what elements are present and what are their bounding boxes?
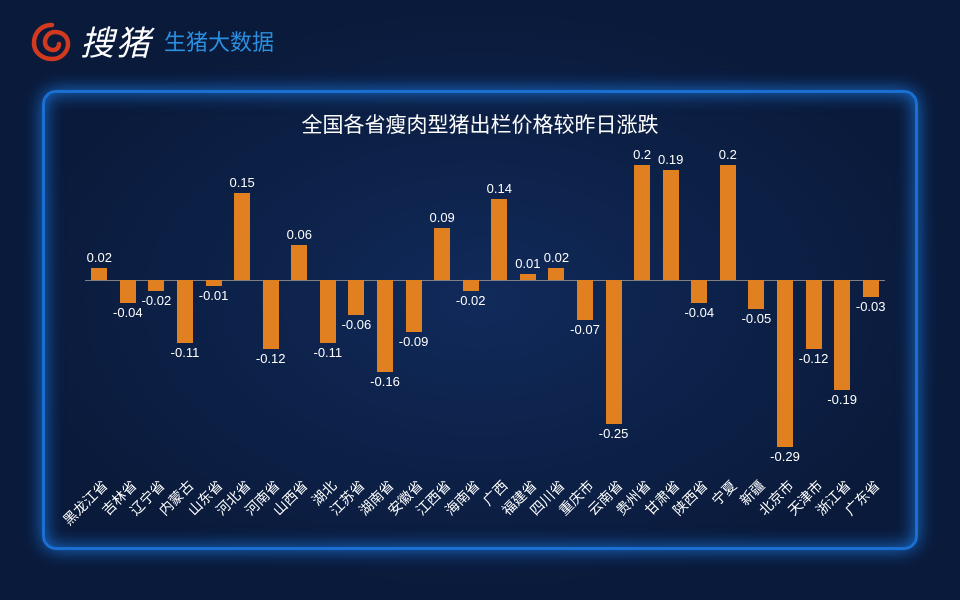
bar [348,280,364,315]
bar-value-label: -0.02 [446,293,496,308]
bar-value-label: 0.14 [474,181,524,196]
bar [663,170,679,280]
bar-value-label: -0.29 [760,449,810,464]
bar-value-label: -0.04 [674,305,724,320]
bar-value-label: 0.09 [417,210,467,225]
bar [206,280,222,286]
bar [148,280,164,292]
bar-value-label: 0.02 [74,250,124,265]
bar-value-label: -0.19 [817,392,867,407]
bar-value-label: -0.12 [246,351,296,366]
brand-main-text: 搜猪 [80,16,152,65]
bar-value-label: 0.02 [531,250,581,265]
bar-value-label: 0.06 [274,227,324,242]
bar-value-label: -0.11 [160,345,210,360]
bar [91,268,107,280]
bar [691,280,707,303]
bar-value-label: -0.03 [846,299,896,314]
bar [720,165,736,280]
bar-value-label: -0.09 [389,334,439,349]
bar-value-label: -0.12 [789,351,839,366]
bar-value-label: -0.01 [189,288,239,303]
chart-frame: 全国各省瘦肉型猪出栏价格较昨日涨跌 0.02黑龙江省-0.04吉林省-0.02辽… [42,90,918,550]
bar [806,280,822,349]
bar-value-label: -0.07 [560,322,610,337]
bar-value-label: -0.02 [131,293,181,308]
bar [748,280,764,309]
bar [634,165,650,280]
bar [320,280,336,343]
bar-value-label: -0.11 [303,345,353,360]
chart-title: 全国各省瘦肉型猪出栏价格较昨日涨跌 [45,109,915,139]
bar [834,280,850,390]
bar [606,280,622,424]
bar [377,280,393,372]
bar-value-label: -0.25 [589,426,639,441]
bar [263,280,279,349]
bar-value-label: 0.19 [646,152,696,167]
bar [434,228,450,280]
plot-area: 0.02黑龙江省-0.04吉林省-0.02辽宁省-0.11内蒙古-0.01山东省… [85,153,885,453]
logo-swirl-path [34,25,68,59]
bar [863,280,879,297]
bar [463,280,479,292]
bar [548,268,564,280]
bar-value-label: -0.06 [331,317,381,332]
logo-swirl-icon [30,19,74,63]
page-root: 搜猪 生猪大数据 全国各省瘦肉型猪出栏价格较昨日涨跌 0.02黑龙江省-0.04… [0,0,960,600]
bar [406,280,422,332]
bar-value-label: 0.2 [703,147,753,162]
bar-value-label: -0.05 [731,311,781,326]
brand-header: 搜猪 生猪大数据 [30,16,274,65]
bar [577,280,593,320]
bar [234,193,250,280]
bar [520,274,536,280]
brand-sub-text: 生猪大数据 [164,25,274,57]
bar-value-label: -0.16 [360,374,410,389]
bar [291,245,307,280]
bar-value-label: 0.15 [217,175,267,190]
